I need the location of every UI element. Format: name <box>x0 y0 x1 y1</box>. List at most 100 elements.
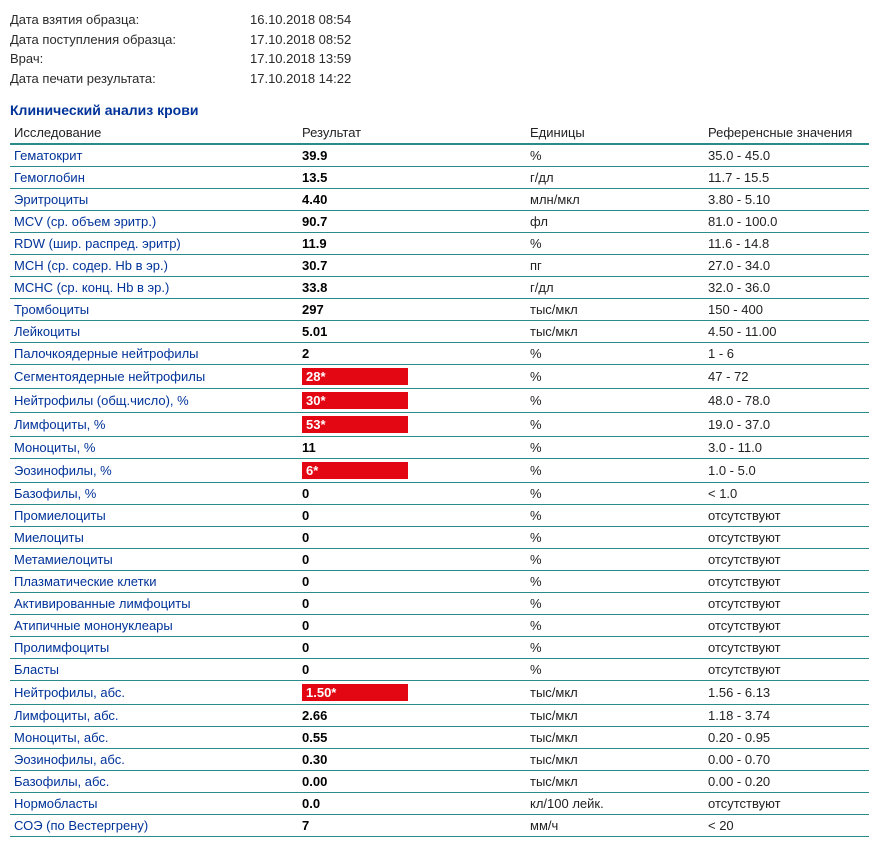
cell-units: % <box>526 527 704 549</box>
table-row: Базофилы, %0%< 1.0 <box>10 483 869 505</box>
table-row: MCV (ср. объем эритр.)90.7фл81.0 - 100.0 <box>10 211 869 233</box>
cell-units: % <box>526 549 704 571</box>
header-units: Единицы <box>526 122 704 144</box>
cell-result: 1.50* <box>298 681 526 705</box>
results-table: Исследование Результат Единицы Референсн… <box>10 122 869 837</box>
cell-units: млн/мкл <box>526 189 704 211</box>
table-row: Эритроциты4.40млн/мкл3.80 - 5.10 <box>10 189 869 211</box>
cell-units: кл/100 лейк. <box>526 793 704 815</box>
cell-result: 11 <box>298 437 526 459</box>
cell-ref: 1.18 - 3.74 <box>704 705 869 727</box>
cell-name: Моноциты, % <box>10 437 298 459</box>
cell-ref: отсутствуют <box>704 505 869 527</box>
cell-units: % <box>526 233 704 255</box>
cell-result: 5.01 <box>298 321 526 343</box>
cell-result: 2.66 <box>298 705 526 727</box>
cell-units: фл <box>526 211 704 233</box>
cell-result: 0 <box>298 527 526 549</box>
meta-row: Врач:17.10.2018 13:59 <box>10 49 869 69</box>
cell-result: 13.5 <box>298 167 526 189</box>
table-row: Метамиелоциты0%отсутствуют <box>10 549 869 571</box>
table-row: Базофилы, абс.0.00тыс/мкл0.00 - 0.20 <box>10 771 869 793</box>
cell-ref: 19.0 - 37.0 <box>704 413 869 437</box>
cell-name: Нейтрофилы (общ.число), % <box>10 389 298 413</box>
cell-result: 4.40 <box>298 189 526 211</box>
meta-block: Дата взятия образца:16.10.2018 08:54Дата… <box>10 10 869 88</box>
cell-units: тыс/мкл <box>526 321 704 343</box>
cell-name: Нормобласты <box>10 793 298 815</box>
section-title: Клинический анализ крови <box>10 102 869 118</box>
cell-name: Гематокрит <box>10 144 298 167</box>
table-row: RDW (шир. распред. эритр)11.9%11.6 - 14.… <box>10 233 869 255</box>
cell-units: % <box>526 483 704 505</box>
cell-name: Эритроциты <box>10 189 298 211</box>
cell-name: Миелоциты <box>10 527 298 549</box>
cell-result: 39.9 <box>298 144 526 167</box>
cell-name: Палочкоядерные нейтрофилы <box>10 343 298 365</box>
meta-label: Врач: <box>10 49 250 69</box>
cell-units: пг <box>526 255 704 277</box>
cell-ref: 0.20 - 0.95 <box>704 727 869 749</box>
cell-result: 0 <box>298 549 526 571</box>
cell-units: мм/ч <box>526 815 704 837</box>
table-row: Плазматические клетки0%отсутствуют <box>10 571 869 593</box>
cell-units: % <box>526 459 704 483</box>
cell-units: тыс/мкл <box>526 727 704 749</box>
cell-units: % <box>526 615 704 637</box>
cell-ref: 0.00 - 0.20 <box>704 771 869 793</box>
cell-name: Активированные лимфоциты <box>10 593 298 615</box>
cell-name: Лимфоциты, % <box>10 413 298 437</box>
cell-ref: 27.0 - 34.0 <box>704 255 869 277</box>
cell-name: Эозинофилы, % <box>10 459 298 483</box>
result-flag: 1.50* <box>302 684 408 701</box>
cell-result: 11.9 <box>298 233 526 255</box>
result-flag: 30* <box>302 392 408 409</box>
cell-result: 0 <box>298 637 526 659</box>
cell-name: Метамиелоциты <box>10 549 298 571</box>
table-row: Бласты0%отсутствуют <box>10 659 869 681</box>
cell-result: 0.30 <box>298 749 526 771</box>
cell-ref: 35.0 - 45.0 <box>704 144 869 167</box>
cell-result: 30.7 <box>298 255 526 277</box>
table-row: Лимфоциты, %53*%19.0 - 37.0 <box>10 413 869 437</box>
cell-units: % <box>526 343 704 365</box>
cell-result: 30* <box>298 389 526 413</box>
cell-name: Тромбоциты <box>10 299 298 321</box>
table-row: MCHC (ср. конц. Hb в эр.)33.8г/дл32.0 - … <box>10 277 869 299</box>
cell-result: 0 <box>298 483 526 505</box>
cell-units: г/дл <box>526 277 704 299</box>
cell-name: Лейкоциты <box>10 321 298 343</box>
cell-result: 0 <box>298 615 526 637</box>
cell-units: % <box>526 437 704 459</box>
cell-ref: < 20 <box>704 815 869 837</box>
cell-ref: 0.00 - 0.70 <box>704 749 869 771</box>
cell-ref: 47 - 72 <box>704 365 869 389</box>
meta-label: Дата поступления образца: <box>10 30 250 50</box>
result-flag: 28* <box>302 368 408 385</box>
cell-name: MCH (ср. содер. Hb в эр.) <box>10 255 298 277</box>
cell-units: % <box>526 144 704 167</box>
cell-name: Базофилы, абс. <box>10 771 298 793</box>
header-name: Исследование <box>10 122 298 144</box>
cell-result: 53* <box>298 413 526 437</box>
table-row: Сегментоядерные нейтрофилы28*%47 - 72 <box>10 365 869 389</box>
table-row: Палочкоядерные нейтрофилы2%1 - 6 <box>10 343 869 365</box>
table-row: Нормобласты0.0кл/100 лейк.отсутствуют <box>10 793 869 815</box>
cell-name: Бласты <box>10 659 298 681</box>
cell-name: MCV (ср. объем эритр.) <box>10 211 298 233</box>
table-row: Лимфоциты, абс.2.66тыс/мкл1.18 - 3.74 <box>10 705 869 727</box>
cell-ref: 11.7 - 15.5 <box>704 167 869 189</box>
cell-ref: 81.0 - 100.0 <box>704 211 869 233</box>
cell-units: % <box>526 413 704 437</box>
meta-row: Дата поступления образца:17.10.2018 08:5… <box>10 30 869 50</box>
table-row: Промиелоциты0%отсутствуют <box>10 505 869 527</box>
cell-ref: отсутствуют <box>704 793 869 815</box>
meta-value: 17.10.2018 14:22 <box>250 69 351 89</box>
cell-result: 0 <box>298 505 526 527</box>
cell-ref: 3.80 - 5.10 <box>704 189 869 211</box>
table-row: СОЭ (по Вестергрену)7мм/ч< 20 <box>10 815 869 837</box>
cell-ref: 1.56 - 6.13 <box>704 681 869 705</box>
cell-name: СОЭ (по Вестергрену) <box>10 815 298 837</box>
cell-name: Нейтрофилы, абс. <box>10 681 298 705</box>
cell-ref: отсутствуют <box>704 527 869 549</box>
